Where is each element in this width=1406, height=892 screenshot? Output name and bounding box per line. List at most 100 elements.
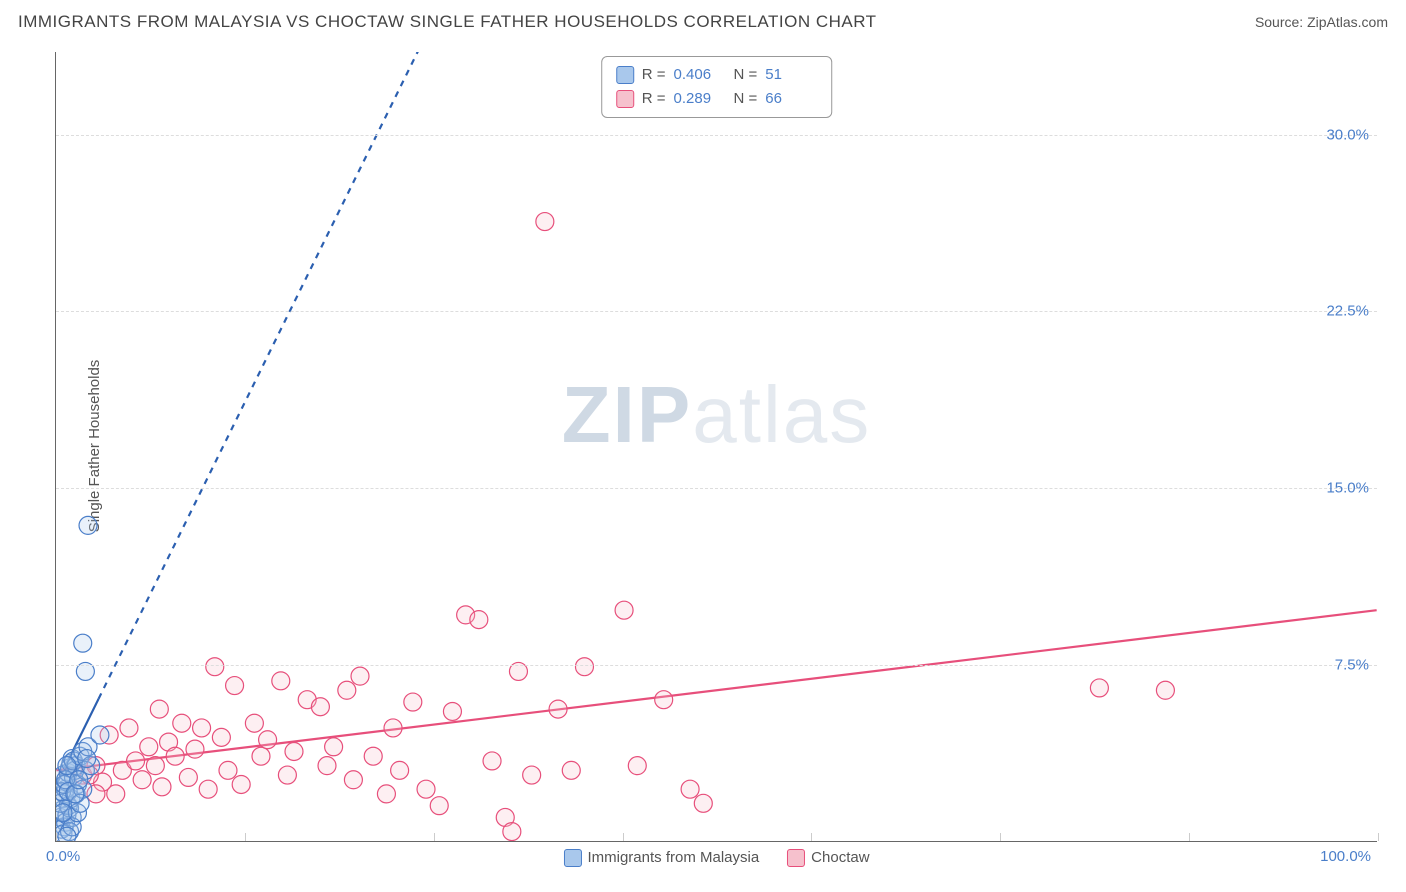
x-tick [245,833,246,841]
stats-legend-row: R = 0.289 N = 66 [616,87,818,111]
data-point [377,785,395,803]
data-point [226,677,244,695]
data-point [140,738,158,756]
gridline [56,665,1377,666]
data-point [351,667,369,685]
legend-swatch [787,849,805,867]
x-tick [434,833,435,841]
data-point [318,757,336,775]
data-point [166,747,184,765]
data-point [74,634,92,652]
data-point [694,794,712,812]
data-point [655,691,673,709]
data-point [523,766,541,784]
source-attribution: Source: ZipAtlas.com [1255,14,1388,30]
data-point [127,752,145,770]
x-tick [56,833,57,841]
data-point [78,750,96,768]
x-tick [811,833,812,841]
stats-legend: R = 0.406 N = 51 R = 0.289 N = 66 [601,56,833,118]
data-point [562,761,580,779]
x-axis-max-label: 100.0% [1320,848,1371,865]
data-point [153,778,171,796]
data-point [311,698,329,716]
plot-area: ZIPatlas R = 0.406 N = 51 R = 0.289 N = … [55,52,1377,842]
data-point [615,601,633,619]
y-tick-label: 30.0% [1326,126,1369,143]
data-point [212,728,230,746]
data-point [186,740,204,758]
data-point [364,747,382,765]
data-point [338,681,356,699]
data-point [79,516,97,534]
data-point [58,827,76,841]
x-axis-min-label: 0.0% [46,848,80,865]
legend-item: Choctaw [787,849,869,867]
data-point [344,771,362,789]
data-point [206,658,224,676]
legend-item: Immigrants from Malaysia [563,849,759,867]
data-point [232,775,250,793]
data-point [272,672,290,690]
legend-label: Immigrants from Malaysia [587,849,759,866]
x-tick [623,833,624,841]
legend-swatch [616,90,634,108]
data-point [628,757,646,775]
x-tick [1000,833,1001,841]
data-point [384,719,402,737]
data-point [58,757,76,775]
x-tick [1378,833,1379,841]
legend-label: Choctaw [811,849,869,866]
data-point [179,768,197,786]
data-point [56,804,72,822]
series-legend: Immigrants from Malaysia Choctaw [563,849,869,867]
gridline [56,135,1377,136]
n-value: 66 [765,87,817,111]
data-point [245,714,263,732]
data-point [549,700,567,718]
data-point [536,213,554,231]
data-point [443,702,461,720]
legend-swatch [563,849,581,867]
data-point [146,757,164,775]
data-point [404,693,422,711]
data-point [219,761,237,779]
y-tick-label: 15.0% [1326,480,1369,497]
data-point [278,766,296,784]
r-value: 0.289 [674,87,726,111]
data-point [391,761,409,779]
data-point [325,738,343,756]
data-point [193,719,211,737]
data-point [1090,679,1108,697]
data-point [120,719,138,737]
stats-legend-row: R = 0.406 N = 51 [616,63,818,87]
n-value: 51 [765,63,817,87]
data-point [199,780,217,798]
y-tick-label: 7.5% [1335,657,1369,674]
data-point [150,700,168,718]
x-tick [1189,833,1190,841]
data-point [259,731,277,749]
data-point [483,752,501,770]
data-point [575,658,593,676]
data-point [91,726,109,744]
y-tick-label: 22.5% [1326,303,1369,320]
data-point [133,771,151,789]
data-point [503,823,521,841]
r-label: R = [642,87,666,111]
data-point [681,780,699,798]
regression-line [56,610,1376,770]
n-label: N = [734,63,758,87]
data-point [1156,681,1174,699]
gridline [56,311,1377,312]
data-point [252,747,270,765]
data-point [107,785,125,803]
r-label: R = [642,63,666,87]
chart-title: IMMIGRANTS FROM MALAYSIA VS CHOCTAW SING… [18,12,877,32]
r-value: 0.406 [674,63,726,87]
data-point [430,797,448,815]
data-point [173,714,191,732]
regression-line-dashed [99,52,453,699]
n-label: N = [734,87,758,111]
data-point [417,780,435,798]
